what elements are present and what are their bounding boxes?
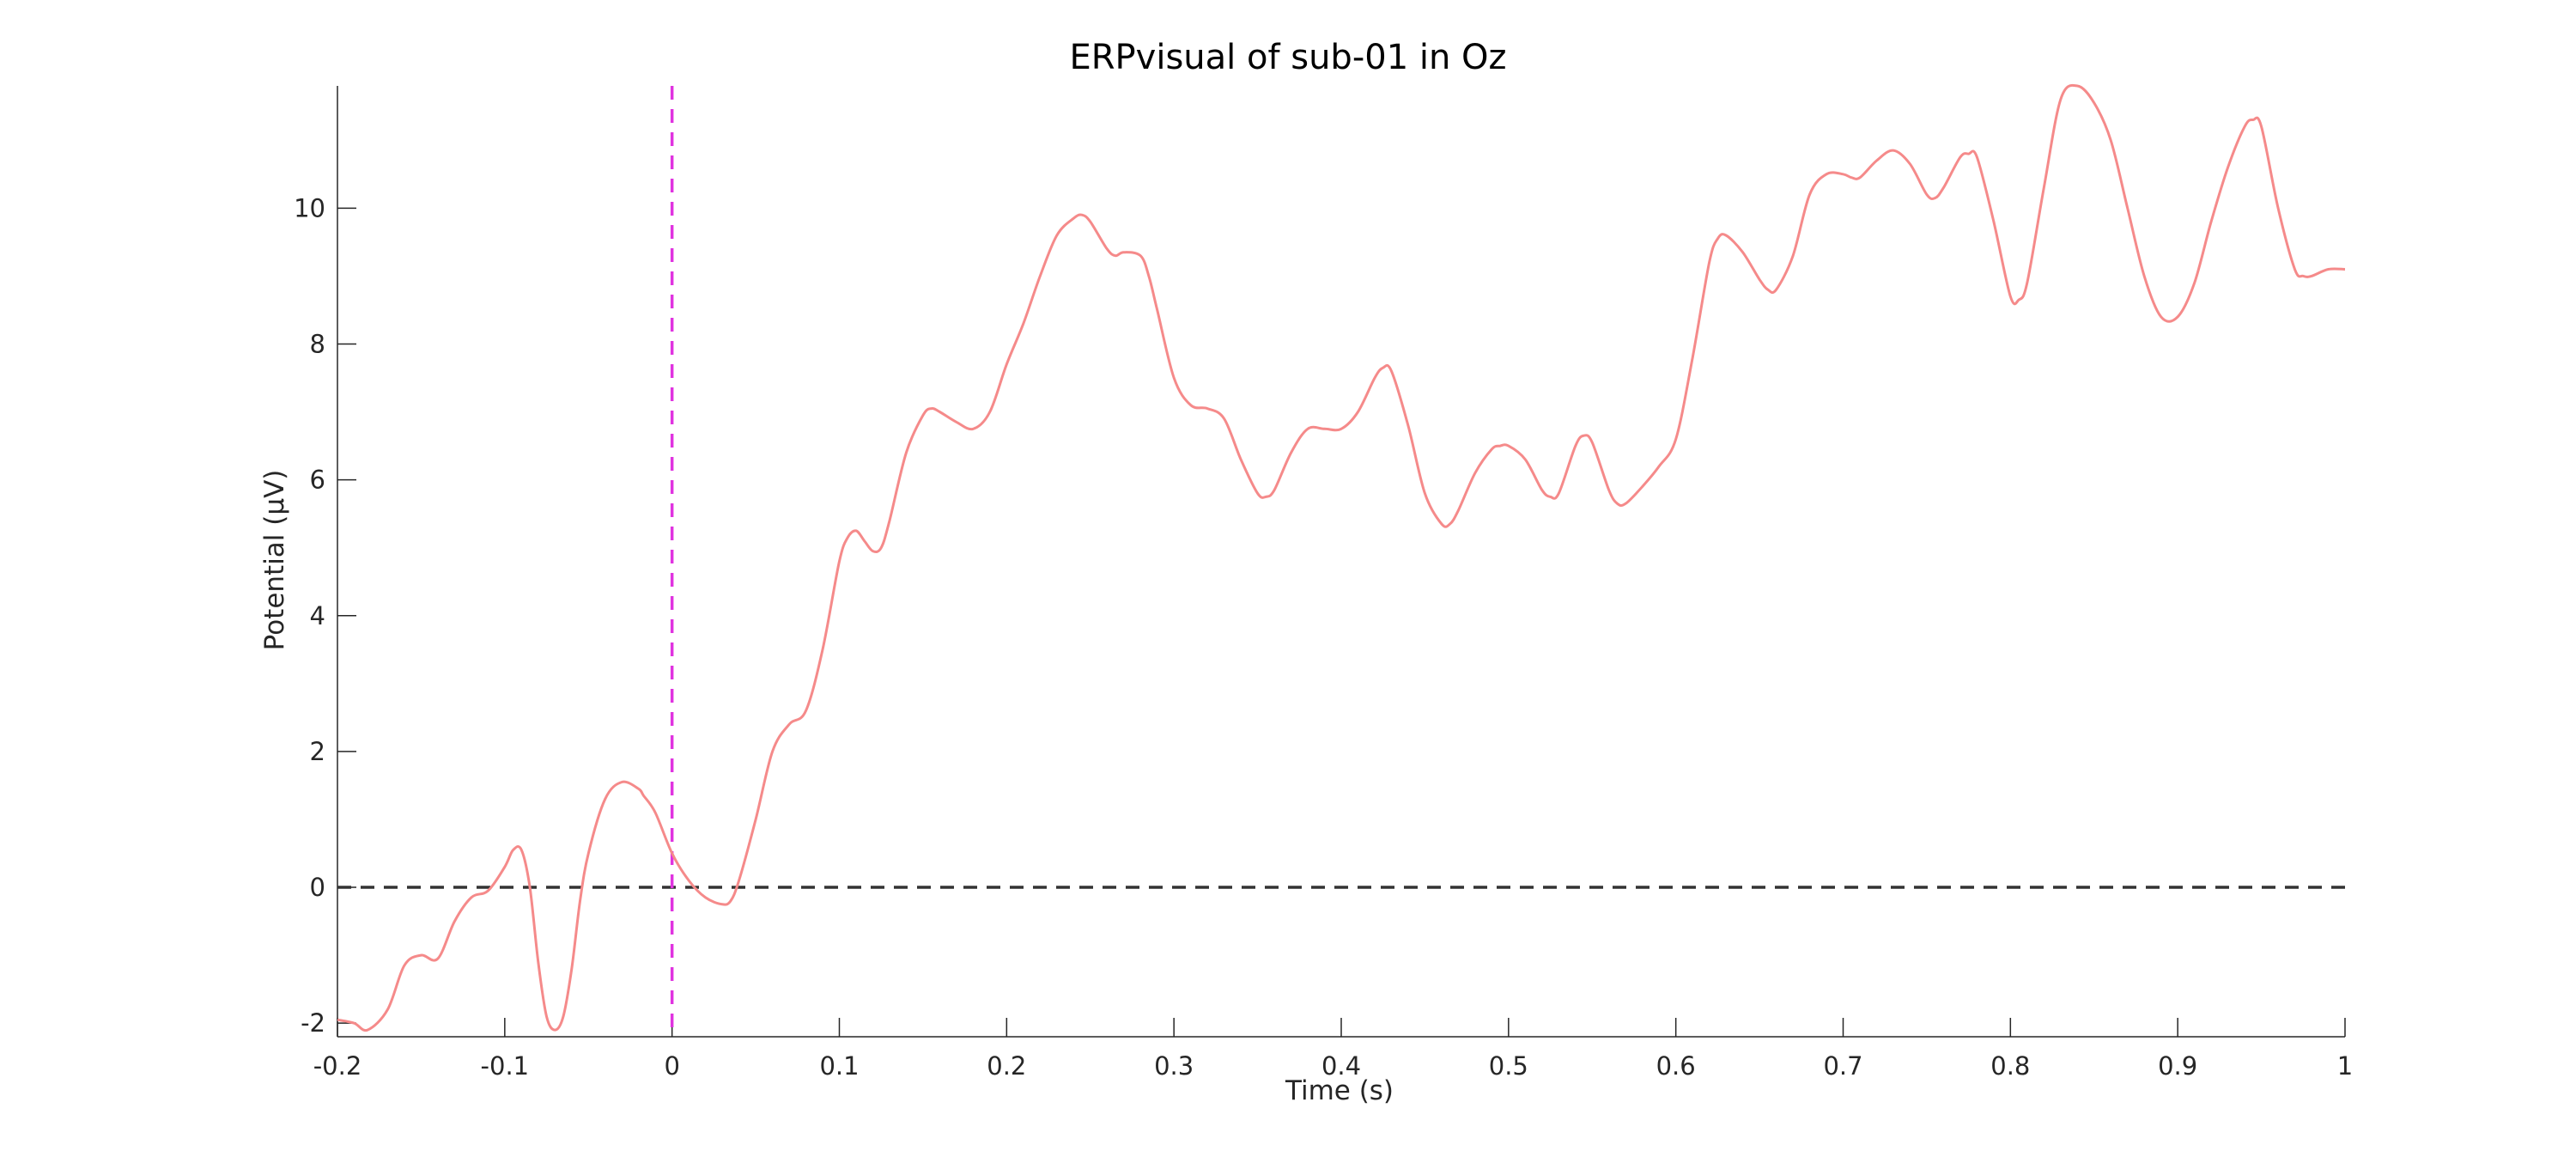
y-tick-label: 2 xyxy=(310,737,325,766)
y-tick-label: 4 xyxy=(310,601,325,630)
x-tick-label: 0.3 xyxy=(1154,1051,1194,1081)
x-tick-label: 0.7 xyxy=(1823,1051,1862,1081)
x-tick-label: -0.1 xyxy=(481,1051,530,1081)
x-tick-label: 0.1 xyxy=(819,1051,859,1081)
x-tick-label: 1 xyxy=(2337,1051,2353,1081)
x-tick-label: 0.9 xyxy=(2158,1051,2197,1081)
x-tick-label: 0.5 xyxy=(1489,1051,1528,1081)
y-axis-label: Potential (μV) xyxy=(259,470,290,651)
chart-title: ERPvisual of sub-01 in Oz xyxy=(1069,38,1506,77)
x-tick-label: -0.2 xyxy=(313,1051,362,1081)
x-tick-label: 0.2 xyxy=(987,1051,1026,1081)
y-tick-label: 6 xyxy=(310,466,325,495)
y-tick-label: 0 xyxy=(310,873,325,902)
axes xyxy=(337,86,2345,1038)
erp-series-line xyxy=(337,83,2346,1032)
x-axis-label: Time (s) xyxy=(1285,1075,1394,1106)
x-tick-label: 0.6 xyxy=(1656,1051,1696,1081)
y-tick-label: -2 xyxy=(301,1008,325,1038)
x-tick-label: 0.8 xyxy=(1990,1051,2030,1081)
x-tick-label: 0 xyxy=(664,1051,679,1081)
series-group xyxy=(337,83,2346,1032)
y-tick-label: 10 xyxy=(294,193,325,222)
y-ticks: -2 0 2 4 6 8 10 xyxy=(294,193,356,1038)
reference-lines xyxy=(337,86,2345,1037)
y-tick-label: 8 xyxy=(310,329,325,358)
x-ticks: -0.2 -0.1 0 0.1 0.2 0.3 0.4 0.5 0.6 0.7 0.8 0.9 1 xyxy=(313,1018,2353,1081)
x-tick-label: 0.4 xyxy=(1321,1051,1361,1081)
